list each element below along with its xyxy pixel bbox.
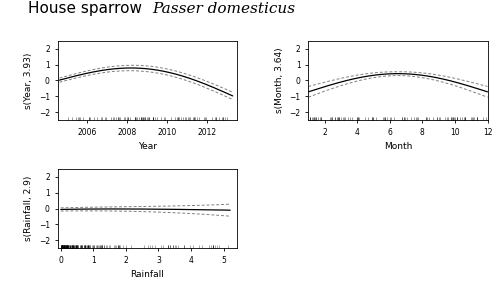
Y-axis label: s(Month, 3.64): s(Month, 3.64) [275, 48, 284, 113]
X-axis label: Year: Year [138, 142, 156, 151]
Text: Passer domesticus: Passer domesticus [152, 1, 296, 16]
X-axis label: Month: Month [384, 142, 412, 151]
Y-axis label: s(Rainfall, 2.9): s(Rainfall, 2.9) [24, 176, 33, 241]
Y-axis label: s(Year, 3.93): s(Year, 3.93) [24, 52, 33, 109]
Text: House sparrow: House sparrow [28, 1, 142, 16]
X-axis label: Rainfall: Rainfall [130, 270, 164, 279]
